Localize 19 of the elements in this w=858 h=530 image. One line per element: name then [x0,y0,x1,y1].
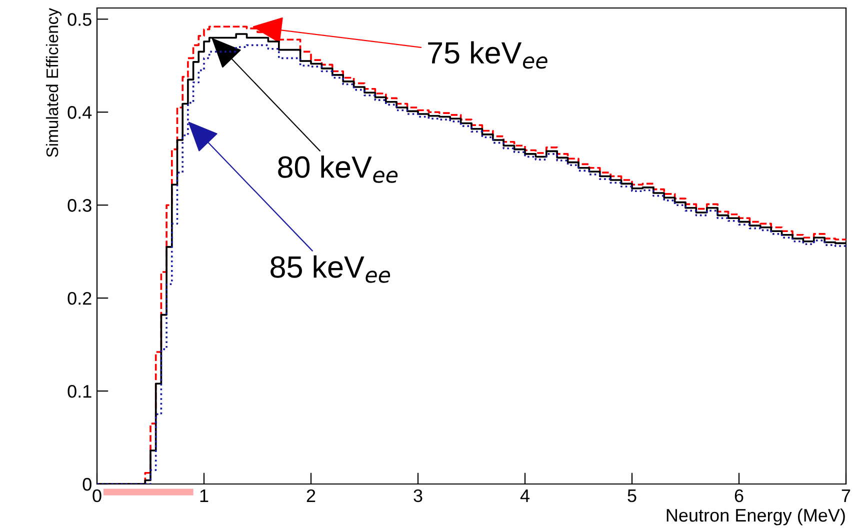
x-tick-label: 4 [520,490,530,502]
x-tick-label: 1 [200,490,208,502]
y-tick-label: 0.2 [68,292,92,305]
x-tick-label: 7 [842,490,850,502]
y-tick-label: 0.4 [68,106,92,119]
annotation: 75 keV$_{ee}$ [428,41,548,69]
y-tick-label: 0.5 [68,13,92,26]
y-tick-label: 0 [82,478,92,491]
x-tick-label: 5 [628,490,636,502]
x-tick-label: 0 [92,489,102,502]
x-tick-label: 2 [306,489,316,502]
y-axis-title: Simulated Efficiency [46,8,62,158]
y-tick-label: 0.1 [68,384,92,398]
x-tick-label: 3 [414,489,422,502]
annotation: 85 keV$_{ee}$ [270,255,390,283]
y-tick-label: 0.3 [68,199,92,212]
x-tick-label: 6 [734,489,744,502]
x-axis-title: Neutron Energy (MeV) [666,508,845,526]
annotation: 80 keV$_{ee}$ [278,155,398,183]
